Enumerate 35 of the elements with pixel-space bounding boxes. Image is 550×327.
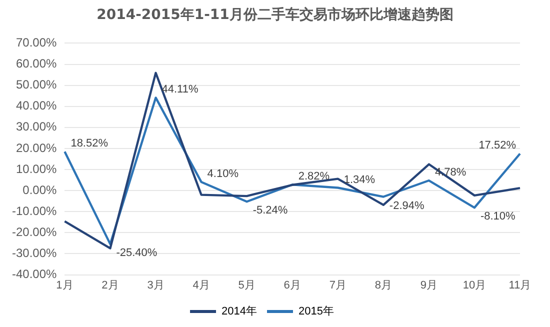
x-tick-label: 3月 (147, 279, 164, 292)
y-tick-label: -10.00% (12, 204, 58, 218)
x-tick-label: 8月 (374, 279, 392, 292)
x-tick-label: 5月 (238, 279, 256, 292)
y-tick-label: 50.00% (16, 78, 58, 92)
data-label: 4.10% (207, 168, 239, 180)
x-tick-label: 6月 (284, 279, 301, 292)
legend-label: 2014年 (222, 306, 258, 318)
x-tick-label: 9月 (420, 279, 438, 292)
y-tick-label: -20.00% (12, 225, 58, 240)
data-label: 1.34% (344, 174, 376, 186)
data-label: -5.24% (252, 204, 288, 217)
data-label: -25.40% (116, 247, 158, 260)
y-tick-label: 0.00% (22, 182, 58, 197)
y-tick-label: 40.00% (16, 98, 58, 113)
x-tick-label: 1月 (56, 279, 74, 292)
legend-label: 2015年 (298, 306, 334, 318)
y-tick-label: 20.00% (16, 140, 58, 155)
data-label: 2.82% (298, 170, 330, 183)
data-label: -2.94% (389, 200, 424, 212)
x-tick-label: 11月 (508, 279, 532, 292)
y-tick-label: -40.00% (12, 267, 58, 282)
x-tick-label: 10月 (462, 279, 486, 292)
y-tick-label: 30.00% (16, 120, 58, 134)
y-tick-label: 60.00% (16, 56, 58, 71)
y-tick-label: 10.00% (16, 162, 58, 176)
chart-title: 2014-2015年1-11月份二手车交易市场环比增速趋势图 (96, 6, 454, 24)
x-tick-label: 7月 (329, 279, 346, 292)
y-tick-label: -30.00% (12, 246, 58, 260)
x-tick-label: 2月 (102, 279, 119, 292)
data-label: 17.52% (478, 140, 516, 152)
data-label: 18.52% (70, 138, 108, 150)
data-label: -8.10% (480, 210, 516, 223)
y-tick-label: 70.00% (16, 36, 58, 50)
x-tick-label: 4月 (192, 279, 210, 292)
